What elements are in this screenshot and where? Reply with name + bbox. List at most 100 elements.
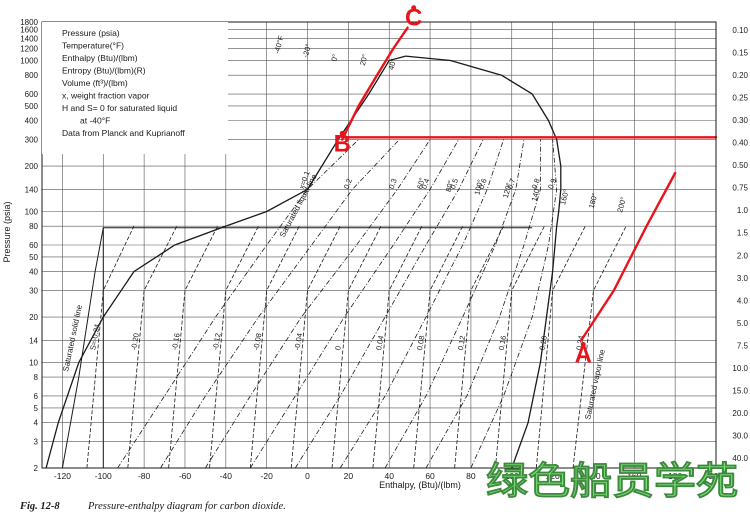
point-dot (339, 130, 345, 136)
x-tick-label: 0 (305, 471, 310, 481)
temperature-label: 80° (444, 180, 456, 193)
entropy-label: 0.12 (456, 335, 467, 351)
caption-text: Pressure-enthalpy diagram for carbon dio… (87, 501, 286, 512)
temperature-label: 100° (472, 179, 485, 196)
entropy-label: -0.16 (170, 332, 182, 350)
x-tick-label: -20 (261, 471, 274, 481)
quality-label: 0.9 (546, 177, 558, 190)
y-tick-label: 40 (29, 268, 38, 277)
red-line-BC (341, 26, 409, 141)
temperature-label: 180° (587, 192, 600, 209)
saturation-curve (405, 55, 562, 469)
legend-line: Pressure (psia) (62, 28, 120, 38)
right-tick-label: 0.75 (732, 184, 748, 193)
right-tick-label: 1.0 (737, 206, 749, 215)
point-label: C (405, 5, 422, 32)
y-tick-label: 20 (29, 313, 38, 322)
watermark: 绿色船员学苑 (486, 458, 738, 503)
x-tick-label: 120 (546, 471, 560, 481)
right-tick-label: 7.5 (737, 341, 749, 350)
constant-quality-line (249, 139, 460, 469)
constant-quality-line (425, 139, 541, 469)
triple-point-line (102, 227, 533, 468)
constant-entropy-line (86, 225, 135, 469)
y-tick-label: 300 (25, 135, 39, 144)
y-tick-label: 80 (29, 222, 38, 231)
point-dot (580, 341, 586, 347)
entropy-label: -0.12 (211, 332, 223, 350)
right-tick-label: 20.0 (732, 409, 748, 418)
y-tick-label: 100 (25, 208, 39, 217)
right-tick-label: 1.5 (737, 229, 749, 238)
legend-lines: Pressure (psia) Temperature(°F) Enthalpy (… (62, 28, 185, 138)
constant-quality-line (470, 139, 558, 469)
y-tick-label: 1000 (20, 57, 38, 66)
entropy-label: -0.20 (129, 332, 141, 350)
y-tick-label: 60 (29, 241, 38, 250)
legend-line: Enthalpy (Btu)/(lbm) (62, 53, 138, 63)
temperature-label: 20° (358, 53, 370, 66)
y-tick-label: 200 (25, 162, 39, 171)
x-tick-label: -100 (95, 471, 112, 481)
right-tick-label: 0.40 (732, 139, 748, 148)
quality-label: 0.2 (342, 177, 354, 190)
temperature-label: 60° (415, 177, 427, 190)
point-dot (411, 5, 417, 11)
temperature-label: 200° (615, 196, 628, 213)
legend-line: Volume (ft³)/(lbm) (62, 78, 128, 88)
right-tick-label: 30.0 (732, 431, 748, 440)
temperature-label: 120° (501, 182, 514, 199)
y-tick-label: 6 (34, 392, 39, 401)
property-lines: x=0.1 0.2 0.3 0.4 0.5 0.6 0.7 0.8 0.9S=-0.24 -0.2… (61, 34, 628, 469)
x-tick-label: 60 (425, 471, 435, 481)
x-tick-label: 180 (668, 471, 682, 481)
x-tick-label: -120 (54, 471, 71, 481)
right-tick-label: 0.25 (732, 94, 748, 103)
legend-line: x, weight fraction vapor (62, 91, 150, 101)
y-axis-title-group: Pressure (psia) (2, 201, 12, 262)
right-tick-label: 15.0 (732, 386, 748, 395)
temperature-label: 40° (387, 58, 399, 71)
y-tick-label: 50 (29, 253, 38, 262)
x-tick-label: 20 (344, 471, 354, 481)
x-tick-label: -60 (179, 471, 192, 481)
y-tick-label: 30 (29, 286, 38, 295)
quality-label: 0.3 (387, 177, 399, 190)
right-tick-label: 2.0 (737, 251, 749, 260)
legend-line: at -40°F (80, 116, 110, 126)
legend-line: Entropy (Btu)/(lbm)(R) (62, 66, 146, 76)
x-tick-label: 80 (466, 471, 476, 481)
x-tick-label: 40 (384, 471, 394, 481)
plot-frame (41, 21, 717, 469)
y-tick-label: 8 (34, 373, 39, 382)
x-axis-title: Enthalpy, (Btu)/(lbm) (379, 480, 461, 490)
quality-label: 0.7 (505, 177, 517, 190)
x-tick-label: 160 (627, 471, 641, 481)
x-tick-label: -80 (138, 471, 151, 481)
entropy-label: -0.08 (252, 332, 264, 350)
x-tick-label: 100 (505, 471, 519, 481)
y-tick-label: 2 (34, 464, 39, 473)
entropy-label: 0.24 (574, 335, 585, 351)
y-tick-label: 4 (34, 419, 39, 428)
constant-quality-line (339, 139, 504, 469)
y-tick-label: 5 (34, 404, 39, 413)
axes: -120 -100 -80 -60 -40 -20 0 20 40 60 80 100 120 140 16… (20, 18, 748, 481)
y-tick-label: 400 (25, 117, 39, 126)
right-tick-label: 0.20 (732, 71, 748, 80)
temperature-label: 140° (530, 185, 543, 202)
y-tick-label: 10 (29, 358, 38, 367)
entropy-label: -0.04 (292, 332, 304, 350)
y-tick-label: 600 (25, 90, 39, 99)
legend-line: Temperature(°F) (62, 41, 124, 51)
y-axis-title: Pressure (psia) (2, 201, 12, 262)
quality-label: 0.6 (477, 177, 489, 190)
right-tick-label: 5.0 (737, 319, 749, 328)
entropy-label: 0 (333, 345, 343, 351)
quality-label: 0.4 (419, 177, 431, 190)
saturated-solid-line (61, 227, 104, 469)
legend-line: H and S= 0 for saturated liquid (62, 103, 177, 113)
point-label: B (334, 130, 351, 157)
right-tick-label: 40.0 (732, 454, 748, 463)
right-tick-label: 0.50 (732, 161, 748, 170)
